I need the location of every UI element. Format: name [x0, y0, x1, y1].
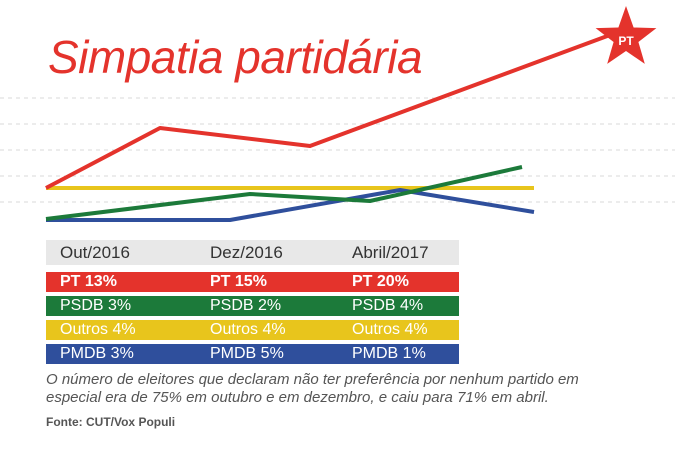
series-line-psdb	[45, 165, 523, 221]
data-label: Outros 4%	[210, 321, 286, 338]
period-label: Dez/2016	[210, 242, 283, 262]
psdb-row: PSDB 3% PSDB 2% PSDB 4%	[46, 296, 459, 316]
data-label: PMDB 5%	[210, 345, 284, 362]
period-label: Out/2016	[60, 242, 130, 262]
data-label: PMDB 1%	[352, 345, 426, 362]
chart-title: Simpatia partidária	[48, 31, 423, 83]
data-label: PSDB 3%	[60, 297, 132, 314]
line-chart: PT	[0, 6, 675, 222]
data-label: PSDB 4%	[352, 297, 424, 314]
pt-star-icon: PT	[595, 6, 657, 64]
data-label: Outros 4%	[60, 321, 136, 338]
outros-row: Outros 4% Outros 4% Outros 4%	[46, 320, 459, 340]
period-header-row: Out/2016 Dez/2016 Abril/2017	[46, 240, 459, 265]
series-lines	[45, 33, 611, 222]
series-line-pmdb	[46, 188, 535, 222]
data-label: PT 20%	[352, 273, 409, 290]
data-label: PT 13%	[60, 273, 117, 290]
pt-row: PT 13% PT 15% PT 20%	[46, 272, 459, 292]
data-label: Outros 4%	[352, 321, 428, 338]
pt-star-label: PT	[618, 34, 634, 48]
source-credit: Fonte: CUT/Vox Populi	[46, 415, 176, 429]
data-label: PT 15%	[210, 273, 267, 290]
data-label: PSDB 2%	[210, 297, 282, 314]
data-label: PMDB 3%	[60, 345, 134, 362]
period-label: Abril/2017	[352, 242, 429, 262]
series-line-pt	[45, 33, 611, 190]
footnote: O número de eleitores que declaram não t…	[46, 371, 579, 406]
pmdb-row: PMDB 3% PMDB 5% PMDB 1%	[46, 344, 459, 364]
